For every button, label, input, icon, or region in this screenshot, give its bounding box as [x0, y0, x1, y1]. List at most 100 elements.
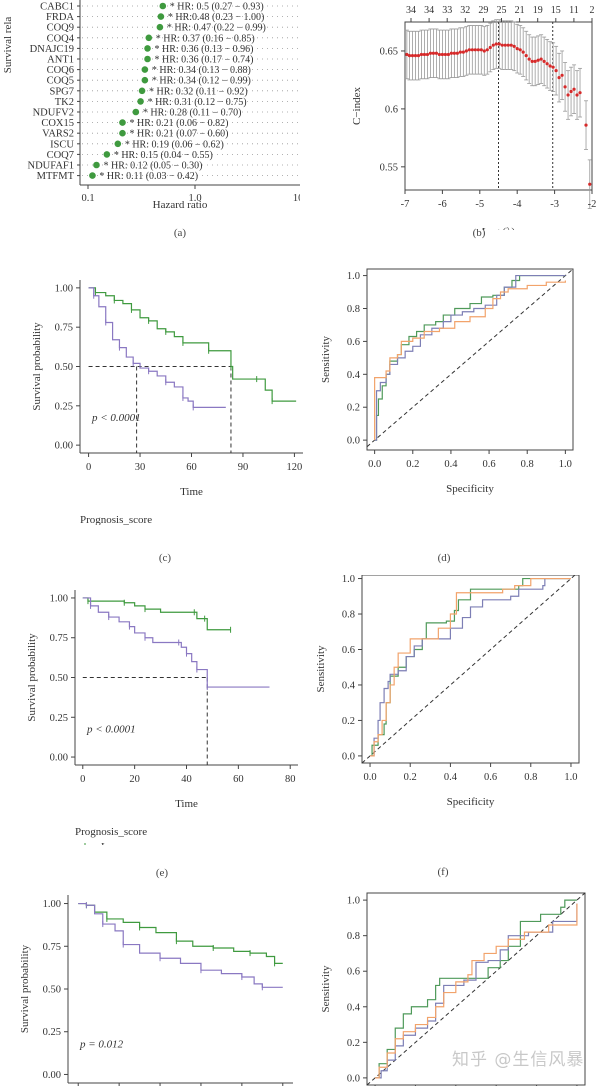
- roc-diagonal: [361, 575, 576, 764]
- cindex-point: [405, 52, 409, 57]
- cindex-point: [578, 91, 582, 95]
- cindex-point: [452, 51, 456, 55]
- km-y-tick-label: 0.50: [43, 985, 61, 996]
- km-curve-low: [78, 902, 283, 964]
- km-x-tick-label: 30: [135, 462, 146, 473]
- roc-y-label: Sensitivity: [320, 335, 332, 383]
- km-legend-title: Prognosis_score: [75, 826, 147, 838]
- km-x-tick-label: 40: [181, 774, 192, 785]
- forest-y-label: Survival rela: [2, 17, 14, 74]
- cindex-x-tick-label: -3: [550, 199, 559, 210]
- cindex-point: [560, 73, 564, 77]
- km-y-tick-label: 0.00: [50, 753, 68, 764]
- cindex-top-tick-label: 32: [460, 5, 470, 16]
- cindex-x-tick-label: -5: [475, 199, 484, 210]
- roc-x-tick-label: 1.0: [564, 772, 577, 783]
- cindex-point: [548, 64, 552, 68]
- cindex-y-tick-label: 0.6: [385, 104, 398, 115]
- roc-diagonal: [366, 268, 574, 448]
- cindex-point: [428, 51, 433, 55]
- km-y-tick-label: 0.25: [50, 713, 68, 724]
- cindex-y-label: C−index: [351, 87, 363, 125]
- cindex-point: [446, 52, 450, 57]
- forest-point: [119, 129, 126, 137]
- cindex-point: [509, 43, 513, 47]
- forest-point: [103, 151, 111, 158]
- roc-x-label: Specificity: [447, 796, 495, 808]
- cindex-point: [419, 52, 424, 57]
- roc-y-label: Sensitivity: [320, 965, 332, 1013]
- forest-gene-label: COQ9: [47, 23, 74, 34]
- cindex-point: [572, 87, 576, 91]
- cindex-top-tick-label: 19: [533, 5, 543, 16]
- cindex-top-tick-label: 33: [442, 5, 452, 16]
- forest-x-label: Hazard ratio: [153, 199, 208, 211]
- roc-x-tick-label: 0.0: [363, 772, 376, 783]
- km-plot-e: 0.00 0.25 0.50 0.75 1.00 0 20 40 60 80 Survival pr…: [26, 590, 298, 845]
- forest-point: [145, 34, 153, 42]
- cindex-point: [449, 51, 453, 55]
- cindex-point: [512, 44, 516, 48]
- km-curve-high: [88, 287, 226, 408]
- cindex-point: [467, 48, 471, 52]
- km-y-label: Survival probability: [31, 322, 43, 411]
- forest-point: [141, 66, 149, 73]
- cindex-point: [434, 51, 439, 55]
- cindex-plot: -7 -6 -5 -4 -3 -2 0.55 0.6 0.65 34 34 33 32 29 25 21 19 1…: [351, 5, 596, 230]
- forest-gene-label: NDUFV2: [33, 108, 74, 119]
- roc-x-tick-label: 0.8: [524, 772, 537, 783]
- cindex-point: [533, 59, 537, 63]
- roc-y-tick-label: 1.0: [347, 271, 360, 282]
- caption-d: (d): [437, 552, 451, 564]
- cindex-point: [425, 52, 430, 57]
- cindex-point: [506, 43, 510, 47]
- cindex-point: [455, 51, 459, 55]
- km-y-tick-label: 0.00: [43, 1070, 61, 1081]
- forest-gene-label: COQ6: [47, 65, 74, 76]
- roc-x-tick-label: 0.8: [521, 459, 534, 470]
- cindex-point: [431, 51, 436, 55]
- cindex-top-tick-label: 25: [497, 5, 507, 16]
- forest-hr-label: * HR: 0.47 (0.22 − 0.99): [167, 23, 266, 34]
- roc-y-tick-label: 0.6: [342, 645, 355, 656]
- forest-point: [156, 23, 164, 31]
- roc-y-tick-label: 0.6: [347, 337, 360, 348]
- km-legend-label: Low: [101, 841, 121, 845]
- km-pvalue: p < 0.0001: [91, 412, 141, 424]
- km-legend-title: Prognosis_score: [80, 514, 152, 525]
- km-plot-c: 0.00 0.25 0.50 0.75 1.00 0 30 60 90 120 Survival p…: [31, 280, 303, 525]
- forest-point: [157, 13, 165, 20]
- cindex-top-tick-label: 34: [424, 5, 434, 16]
- forest-point: [137, 98, 144, 105]
- cindex-point: [437, 52, 442, 57]
- km-y-tick-label: 0.50: [55, 362, 73, 373]
- forest-hr-label: * HR: 0.28 (0.11 − 0.70): [143, 108, 242, 119]
- km-curve-low: [82, 597, 231, 631]
- forest-point: [119, 119, 126, 126]
- forest-hr-label: * HR: 0.19 (0.06 − 0.62): [125, 139, 224, 150]
- forest-gene-label: COQ5: [47, 76, 74, 87]
- cindex-point: [491, 43, 495, 47]
- cindex-point: [518, 48, 522, 52]
- forest-hr-label: * HR: 0.37 (0.16 − 0.85): [156, 33, 255, 44]
- km-y-tick-label: 0.75: [50, 633, 68, 644]
- watermark: 知乎 @生信风暴: [452, 1050, 585, 1070]
- roc-x-label: Specificity: [446, 483, 494, 495]
- cindex-top-tick-label: 2: [590, 5, 595, 16]
- cindex-point: [488, 45, 492, 50]
- cindex-point: [524, 54, 528, 58]
- forest-gene-label: VARS2: [42, 129, 74, 140]
- cindex-point: [566, 93, 570, 97]
- cindex-point: [584, 123, 588, 127]
- roc-y-tick-label: 0.0: [347, 1073, 360, 1084]
- roc-x-tick-label: 0.4: [444, 459, 458, 470]
- km-plot-g: 0.00 0.25 0.50 0.75 1.00 Survival probability…: [19, 895, 293, 1086]
- km-y-tick-label: 1.00: [55, 283, 73, 294]
- roc-x-tick-label: 0.6: [483, 459, 496, 470]
- forest-x-tick-label: 0.1: [81, 193, 94, 204]
- km-y-tick-label: 0.25: [43, 1027, 61, 1038]
- cindex-y-tick-label: 0.65: [380, 46, 398, 57]
- cindex-top-tick-label: 29: [478, 5, 488, 16]
- cindex-point: [539, 57, 543, 61]
- cindex-point: [413, 54, 418, 58]
